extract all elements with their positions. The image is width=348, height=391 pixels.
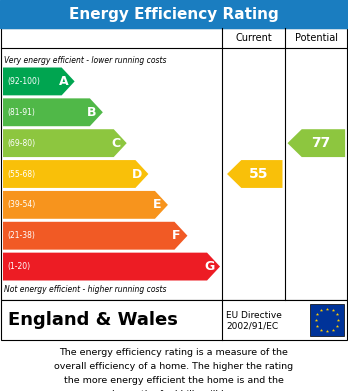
Text: EU Directive: EU Directive (226, 310, 282, 319)
Text: (21-38): (21-38) (7, 231, 35, 240)
Text: B: B (87, 106, 97, 119)
Text: (55-68): (55-68) (7, 170, 35, 179)
Polygon shape (3, 99, 103, 126)
Text: D: D (132, 167, 143, 181)
Polygon shape (3, 253, 220, 280)
Bar (1, 28, 347, 300)
Text: (69-80): (69-80) (7, 139, 35, 148)
Polygon shape (287, 129, 345, 157)
Polygon shape (3, 68, 74, 95)
Polygon shape (3, 129, 127, 157)
Text: E: E (153, 198, 161, 212)
Text: C: C (111, 136, 120, 150)
Text: overall efficiency of a home. The higher the rating: overall efficiency of a home. The higher… (54, 362, 294, 371)
Polygon shape (227, 160, 283, 188)
Text: Not energy efficient - higher running costs: Not energy efficient - higher running co… (4, 285, 166, 294)
Text: 55: 55 (249, 167, 269, 181)
Text: lower the fuel bills will be.: lower the fuel bills will be. (112, 390, 236, 391)
Text: Potential: Potential (294, 33, 338, 43)
Polygon shape (3, 191, 168, 219)
Text: (1-20): (1-20) (7, 262, 30, 271)
Text: A: A (59, 75, 69, 88)
Polygon shape (3, 222, 188, 249)
Text: Very energy efficient - lower running costs: Very energy efficient - lower running co… (4, 56, 166, 65)
Text: F: F (172, 229, 181, 242)
Text: (81-91): (81-91) (7, 108, 35, 117)
Text: (92-100): (92-100) (7, 77, 40, 86)
Bar (310, 304, 344, 336)
Text: the more energy efficient the home is and the: the more energy efficient the home is an… (64, 376, 284, 385)
Polygon shape (3, 160, 148, 188)
Text: Energy Efficiency Rating: Energy Efficiency Rating (69, 7, 279, 22)
Text: G: G (204, 260, 214, 273)
Text: England & Wales: England & Wales (8, 311, 178, 329)
Text: 2002/91/EC: 2002/91/EC (226, 321, 278, 330)
Bar (0, 0, 348, 28)
Text: Current: Current (235, 33, 272, 43)
Text: 77: 77 (311, 136, 330, 150)
Text: The energy efficiency rating is a measure of the: The energy efficiency rating is a measur… (60, 348, 288, 357)
Text: (39-54): (39-54) (7, 200, 35, 209)
Bar (1, 300, 347, 340)
